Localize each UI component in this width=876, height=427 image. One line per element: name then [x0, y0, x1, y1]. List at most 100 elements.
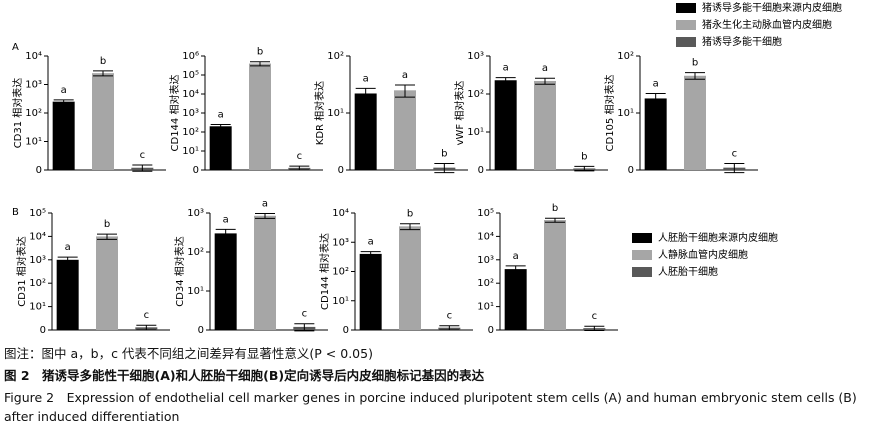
y-tick-label: 10²: [25, 108, 42, 119]
bar: [494, 80, 517, 170]
y-tick-label: 0: [198, 325, 204, 336]
error-bar: [505, 265, 526, 275]
y-tick-label: 10²: [29, 278, 46, 289]
legend-label: 人胚胎干细胞来源内皮细胞: [658, 231, 778, 244]
error-bar: [495, 77, 516, 84]
bar: [52, 101, 75, 170]
bar: [534, 80, 556, 170]
error-bar: [57, 256, 78, 264]
significance-label: c: [144, 310, 150, 321]
bar: [684, 75, 706, 170]
significance-label: a: [368, 237, 374, 248]
y-tick-label: 10³: [29, 255, 46, 266]
y-tick-label: 0: [40, 325, 46, 336]
error-bar: [132, 164, 153, 172]
y-tick-label: 0: [343, 325, 349, 336]
error-bar: [355, 87, 376, 101]
significance-label: a: [65, 242, 71, 253]
legend-swatch: [676, 20, 696, 30]
significance-label: c: [140, 150, 146, 161]
significance-label: b: [257, 47, 263, 58]
error-bar: [400, 223, 420, 231]
significance-label: b: [104, 219, 110, 230]
significance-label: c: [732, 149, 738, 160]
y-tick-label: 10³: [182, 108, 199, 119]
bar: [96, 236, 118, 330]
significance-label: b: [100, 56, 106, 67]
y-tick-label: 10³: [332, 237, 349, 248]
y-tick-label: 0: [488, 325, 494, 336]
bar: [56, 259, 79, 330]
legend-label: 猪诱导多能干细胞来源内皮细胞: [702, 1, 842, 14]
bar: [504, 269, 527, 330]
legend-label: 人胚胎干细胞: [658, 265, 718, 278]
legend-swatch: [632, 267, 652, 277]
y-axis-label: CD31 相对表达: [15, 236, 28, 307]
y-tick-label: 10⁴: [25, 51, 42, 62]
y-tick-label: 10²: [477, 278, 494, 289]
legend-swatch: [632, 250, 652, 260]
error-bar: [360, 251, 381, 258]
y-axis-label: CD105 相对表达: [603, 75, 616, 152]
error-bar: [93, 70, 113, 77]
significance-label: b: [552, 203, 558, 214]
legend-swatch: [676, 3, 696, 13]
bar: [394, 90, 416, 170]
error-bar: [255, 213, 275, 219]
legend-swatch: [676, 37, 696, 47]
y-tick-label: 10³: [467, 51, 484, 62]
y-tick-label: 10²: [182, 127, 199, 138]
y-tick-label: 10²: [327, 51, 344, 62]
y-tick-label: 10²: [332, 267, 349, 278]
significance-label: b: [692, 58, 698, 69]
significance-label: c: [592, 311, 598, 322]
y-tick-label: 0: [478, 165, 484, 176]
legend-label: 猪永生化主动脉血管内皮细胞: [702, 18, 832, 31]
y-tick-label: 0: [338, 165, 344, 176]
significance-label: a: [513, 251, 519, 262]
figure: A B 猪诱导多能干细胞来源内皮细胞猪永生化主动脉血管内皮细胞猪诱导多能干细胞人…: [11, 1, 842, 336]
significance-label: a: [223, 214, 229, 225]
y-tick-label: 10⁴: [477, 231, 494, 242]
error-bar: [545, 217, 565, 223]
y-tick-label: 10²: [467, 89, 484, 100]
y-tick-label: 10⁵: [29, 208, 46, 219]
significance-label: a: [262, 199, 268, 210]
y-tick-label: 10³: [25, 80, 42, 91]
error-bar: [439, 325, 460, 331]
panel-label: B: [12, 207, 19, 218]
y-tick-label: 10⁴: [182, 89, 199, 100]
error-bar: [434, 163, 455, 174]
y-tick-label: 10¹: [327, 108, 344, 119]
bar: [644, 98, 667, 170]
error-bar: [645, 92, 666, 106]
error-bar: [210, 123, 231, 130]
y-axis-label: CD34 相对表达: [173, 236, 186, 307]
significance-label: c: [447, 311, 453, 322]
legend-swatch: [632, 233, 652, 243]
y-axis-label: CD144 相对表达: [168, 75, 181, 152]
error-bar: [289, 165, 310, 171]
bar: [399, 226, 421, 330]
error-bar: [724, 163, 745, 174]
significance-label: a: [218, 109, 224, 120]
significance-label: b: [407, 209, 413, 220]
y-tick-label: 10⁴: [332, 208, 349, 219]
y-tick-label: 0: [628, 165, 634, 176]
y-tick-label: 10²: [187, 247, 204, 258]
error-bar: [215, 228, 236, 240]
error-bar: [574, 165, 595, 172]
legend-label: 猪诱导多能干细胞: [702, 35, 782, 48]
error-bar: [584, 325, 605, 332]
significance-label: c: [302, 309, 308, 320]
error-bar: [97, 233, 117, 240]
y-tick-label: 10¹: [617, 108, 634, 119]
legend-label: 人静脉血管内皮细胞: [658, 248, 748, 261]
bar: [214, 233, 237, 330]
y-tick-label: 0: [193, 165, 199, 176]
bar: [354, 93, 377, 170]
error-bar: [294, 323, 315, 332]
error-bar: [250, 61, 270, 67]
y-tick-label: 10¹: [182, 146, 199, 157]
bar: [249, 63, 271, 170]
